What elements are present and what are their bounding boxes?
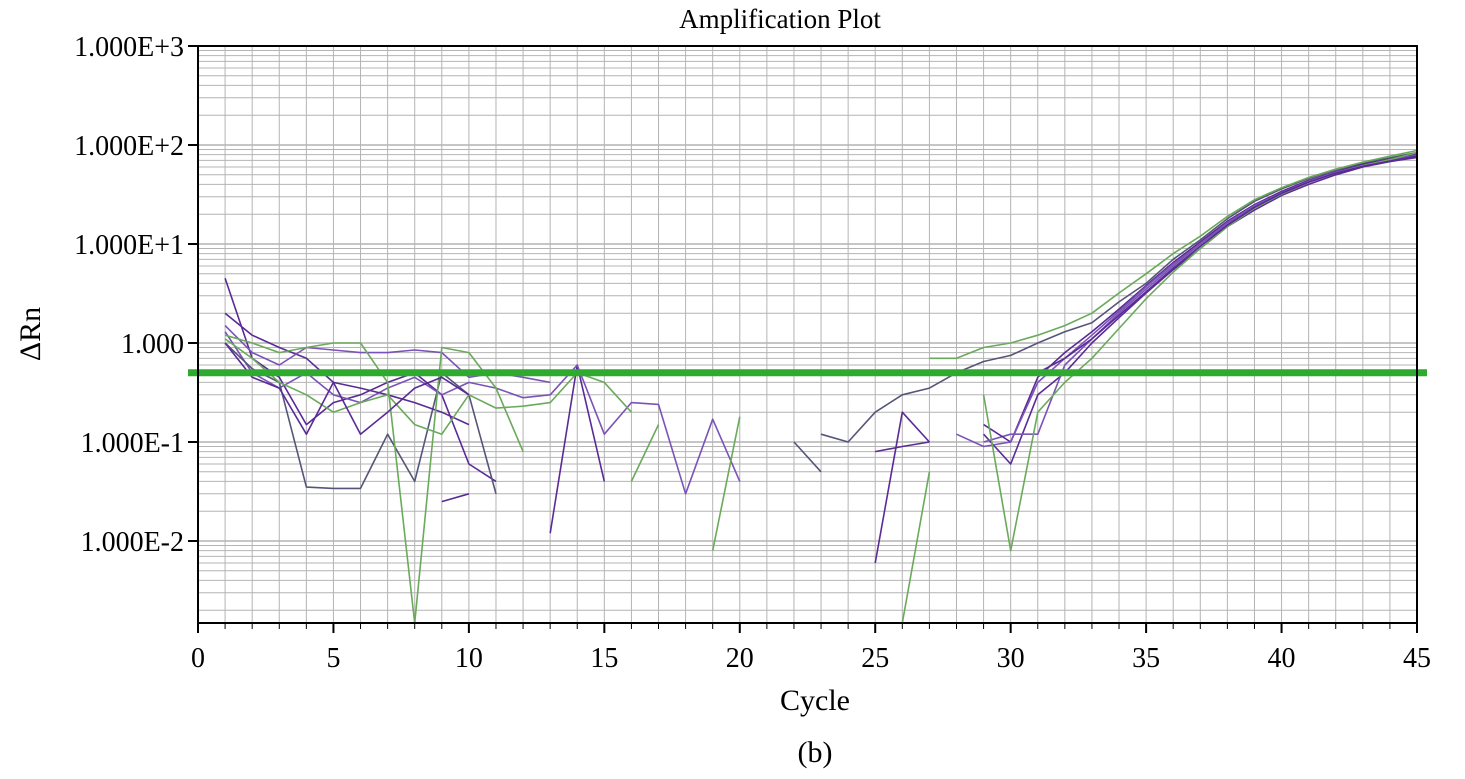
y-tick-label: 1.000E-2 <box>81 527 184 558</box>
y-axis-label: ΔRn <box>14 307 47 361</box>
amplification-curve-7 <box>929 149 1418 360</box>
y-tick-label: 1.000E+3 <box>74 32 184 63</box>
amplification-curve-4 <box>875 441 930 453</box>
amplification-curve-6 <box>901 471 931 624</box>
y-tick-label: 1.000E+1 <box>74 230 184 261</box>
plot-area-background <box>198 46 1417 623</box>
x-tick-label: 20 <box>726 643 754 674</box>
amplification-curve-1 <box>874 411 930 564</box>
amplification-curve-6 <box>711 416 741 551</box>
x-tick-label: 45 <box>1403 643 1431 674</box>
x-axis-label: Cycle <box>780 684 850 717</box>
amplification-curve-9 <box>441 493 470 503</box>
y-tick-label: 1.000 <box>121 329 184 360</box>
x-tick-label: 15 <box>590 643 618 674</box>
x-tick-label: 35 <box>1132 643 1160 674</box>
series-layer <box>224 149 1418 624</box>
x-tick-label: 10 <box>455 643 483 674</box>
x-tick-label: 30 <box>997 643 1025 674</box>
amplification-curve-6 <box>224 334 524 624</box>
amplification-curve-7 <box>224 338 632 436</box>
amplification-curve-3 <box>793 441 822 473</box>
tick-layer: 0 5 10 15 20 25 30 35 40 45 1.000E+3 1.000E+2 1.000E… <box>74 32 1431 674</box>
y-tick-label: 1.000E-1 <box>81 428 184 459</box>
amplification-curve-4 <box>224 312 470 426</box>
x-tick-label: 5 <box>326 643 340 674</box>
x-tick-label: 25 <box>861 643 889 674</box>
y-tick-label: 1.000E+2 <box>74 131 184 162</box>
amplification-curve-4 <box>983 152 1418 443</box>
amplification-curve-6 <box>630 424 660 482</box>
figure-caption: (b) <box>798 736 833 769</box>
x-tick-label: 40 <box>1268 643 1296 674</box>
amplification-curve-2 <box>224 331 741 495</box>
chart-title: Amplification Plot <box>679 4 881 34</box>
amplification-curve-3 <box>224 342 497 495</box>
plot-frame <box>197 45 1418 624</box>
amplification-curve-8 <box>224 342 470 436</box>
x-tick-label: 0 <box>191 643 205 674</box>
amplification-curve-8 <box>1037 155 1418 374</box>
